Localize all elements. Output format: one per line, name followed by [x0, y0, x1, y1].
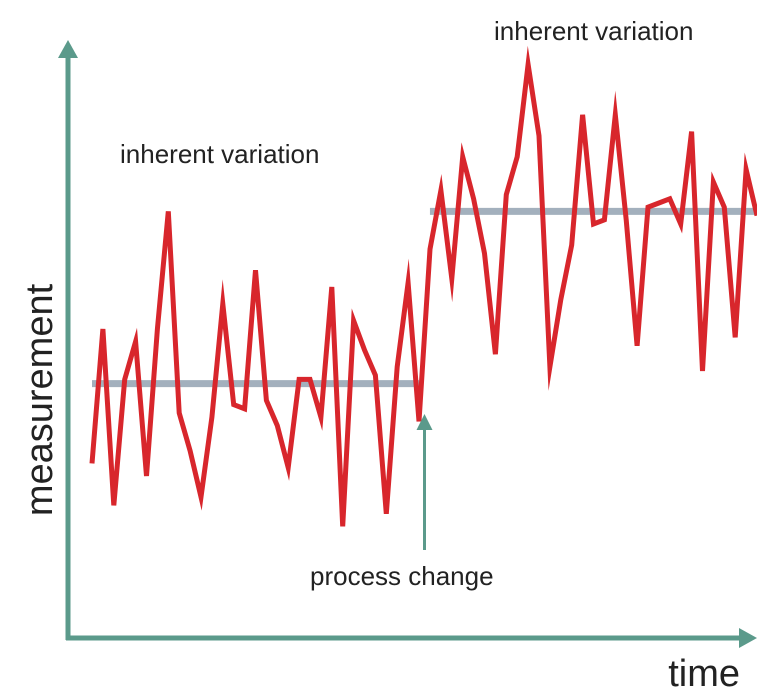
annotation-process-change: process change	[310, 561, 494, 591]
x-axis-label: time	[668, 653, 740, 692]
process-change-arrowhead	[416, 414, 433, 430]
y-axis-arrowhead	[58, 40, 78, 58]
process-change-marker	[416, 414, 433, 550]
measurement-series-line	[89, 45, 757, 527]
y-axis-label: measurement	[19, 283, 61, 516]
x-axis-arrowhead	[739, 628, 757, 648]
axes	[58, 40, 757, 648]
series-layer	[89, 45, 757, 527]
annotation-inherent-variation-left: inherent variation	[120, 139, 319, 169]
annotation-inherent-variation-right: inherent variation	[494, 16, 693, 46]
